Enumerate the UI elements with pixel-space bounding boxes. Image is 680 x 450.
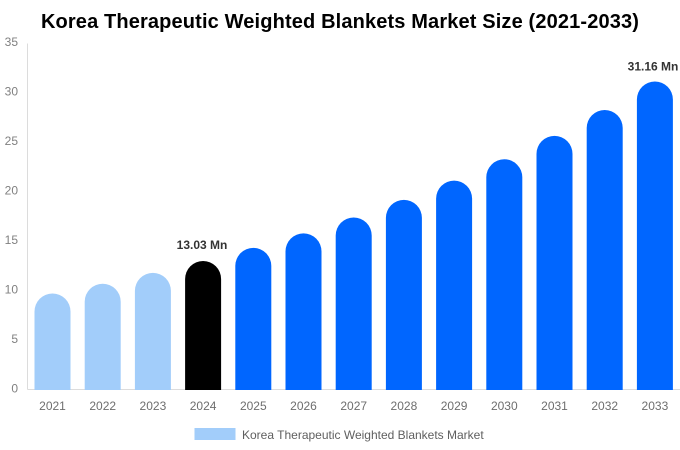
svg-text:15: 15	[5, 233, 19, 247]
svg-text:20: 20	[5, 183, 19, 197]
svg-text:35: 35	[5, 35, 19, 49]
svg-text:2031: 2031	[541, 399, 568, 413]
svg-text:5: 5	[11, 332, 18, 346]
svg-text:2024: 2024	[190, 399, 217, 413]
svg-text:31.16 Mn: 31.16 Mn	[628, 60, 679, 74]
svg-text:Korea Therapeutic Weighted Bla: Korea Therapeutic Weighted Blankets Mark…	[242, 428, 484, 442]
svg-text:2022: 2022	[89, 399, 116, 413]
svg-text:2029: 2029	[441, 399, 468, 413]
svg-text:10: 10	[5, 282, 19, 296]
svg-text:2026: 2026	[290, 399, 317, 413]
svg-text:13.03 Mn: 13.03 Mn	[177, 238, 228, 252]
svg-text:2023: 2023	[140, 399, 167, 413]
svg-text:Korea Therapeutic Weighted Bla: Korea Therapeutic Weighted Blankets Mark…	[41, 11, 639, 33]
svg-text:30: 30	[5, 84, 19, 98]
svg-text:2025: 2025	[240, 399, 267, 413]
svg-text:2021: 2021	[39, 399, 66, 413]
svg-text:2027: 2027	[340, 399, 367, 413]
svg-text:2032: 2032	[591, 399, 618, 413]
svg-text:2030: 2030	[491, 399, 518, 413]
svg-text:25: 25	[5, 134, 19, 148]
svg-text:0: 0	[11, 381, 18, 395]
svg-text:2028: 2028	[391, 399, 418, 413]
svg-text:2033: 2033	[642, 399, 669, 413]
